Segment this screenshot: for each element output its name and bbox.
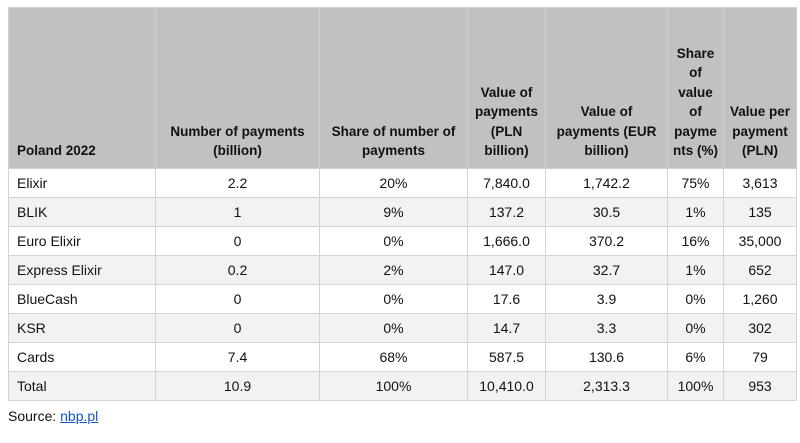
value-eur-cell: 30.5 (545, 197, 668, 227)
payments-table: Poland 2022 Number of payments (billion)… (8, 7, 797, 401)
value-eur-cell: 2,313.3 (545, 371, 668, 401)
table-row: Euro Elixir 0 0% 1,666.0 370.2 16% 35,00… (8, 226, 797, 256)
value-per-payment-cell: 135 (723, 197, 797, 227)
value-pln-cell: 14.7 (467, 313, 546, 343)
value-per-payment-cell: 79 (723, 342, 797, 372)
row-label-cell: BLIK (8, 197, 156, 227)
number-of-payments-cell: 0 (155, 284, 320, 314)
row-label-cell: Cards (8, 342, 156, 372)
share-of-value-cell: 16% (667, 226, 724, 256)
value-eur-cell: 1,742.2 (545, 168, 668, 198)
table-row: Total 10.9 100% 10,410.0 2,313.3 100% 95… (8, 371, 797, 401)
table-row: Cards 7.4 68% 587.5 130.6 6% 79 (8, 342, 797, 372)
value-per-payment-cell: 3,613 (723, 168, 797, 198)
column-header-value-pln: Value of payments (PLN billion) (467, 7, 546, 169)
value-per-payment-cell: 302 (723, 313, 797, 343)
value-pln-cell: 137.2 (467, 197, 546, 227)
table-body: Elixir 2.2 20% 7,840.0 1,742.2 75% 3,613… (8, 168, 797, 401)
number-of-payments-cell: 0.2 (155, 255, 320, 285)
share-of-value-cell: 0% (667, 313, 724, 343)
share-of-number-cell: 100% (319, 371, 468, 401)
header-row: Poland 2022 Number of payments (billion)… (8, 7, 797, 169)
value-pln-cell: 10,410.0 (467, 371, 546, 401)
share-of-value-cell: 6% (667, 342, 724, 372)
value-pln-cell: 1,666.0 (467, 226, 546, 256)
number-of-payments-cell: 2.2 (155, 168, 320, 198)
share-of-number-cell: 9% (319, 197, 468, 227)
number-of-payments-cell: 0 (155, 226, 320, 256)
column-header-share-of-number: Share of number of payments (319, 7, 468, 169)
value-eur-cell: 32.7 (545, 255, 668, 285)
share-of-value-cell: 75% (667, 168, 724, 198)
column-header-number-of-payments: Number of payments (billion) (155, 7, 320, 169)
number-of-payments-cell: 0 (155, 313, 320, 343)
source-line: Source: nbp.pl (8, 408, 796, 424)
number-of-payments-cell: 7.4 (155, 342, 320, 372)
share-of-number-cell: 0% (319, 313, 468, 343)
share-of-number-cell: 0% (319, 226, 468, 256)
value-per-payment-cell: 1,260 (723, 284, 797, 314)
table-header: Poland 2022 Number of payments (billion)… (8, 7, 797, 169)
row-label-cell: Euro Elixir (8, 226, 156, 256)
table-row: BlueCash 0 0% 17.6 3.9 0% 1,260 (8, 284, 797, 314)
value-eur-cell: 3.9 (545, 284, 668, 314)
share-of-value-cell: 1% (667, 197, 724, 227)
column-header-share-of-value: Share of value of payments (%) (667, 7, 724, 169)
value-per-payment-cell: 652 (723, 255, 797, 285)
share-of-value-cell: 0% (667, 284, 724, 314)
row-label-cell: Elixir (8, 168, 156, 198)
column-header-poland-2022: Poland 2022 (8, 7, 156, 169)
column-header-value-eur: Value of payments (EUR billion) (545, 7, 668, 169)
table-row: Express Elixir 0.2 2% 147.0 32.7 1% 652 (8, 255, 797, 285)
number-of-payments-cell: 10.9 (155, 371, 320, 401)
value-pln-cell: 7,840.0 (467, 168, 546, 198)
number-of-payments-cell: 1 (155, 197, 320, 227)
share-of-number-cell: 2% (319, 255, 468, 285)
row-label-cell: Total (8, 371, 156, 401)
share-of-value-cell: 100% (667, 371, 724, 401)
table-row: BLIK 1 9% 137.2 30.5 1% 135 (8, 197, 797, 227)
share-of-number-cell: 68% (319, 342, 468, 372)
share-of-number-cell: 20% (319, 168, 468, 198)
value-eur-cell: 3.3 (545, 313, 668, 343)
share-of-number-cell: 0% (319, 284, 468, 314)
row-label-cell: Express Elixir (8, 255, 156, 285)
value-pln-cell: 587.5 (467, 342, 546, 372)
value-eur-cell: 370.2 (545, 226, 668, 256)
table-row: Elixir 2.2 20% 7,840.0 1,742.2 75% 3,613 (8, 168, 797, 198)
share-of-value-cell: 1% (667, 255, 724, 285)
source-link[interactable]: nbp.pl (60, 408, 99, 424)
value-per-payment-cell: 35,000 (723, 226, 797, 256)
row-label-cell: BlueCash (8, 284, 156, 314)
column-header-value-per-payment: Value per payment (PLN) (723, 7, 797, 169)
table-row: KSR 0 0% 14.7 3.3 0% 302 (8, 313, 797, 343)
value-pln-cell: 147.0 (467, 255, 546, 285)
value-pln-cell: 17.6 (467, 284, 546, 314)
source-label: Source: (8, 408, 57, 424)
row-label-cell: KSR (8, 313, 156, 343)
value-per-payment-cell: 953 (723, 371, 797, 401)
value-eur-cell: 130.6 (545, 342, 668, 372)
